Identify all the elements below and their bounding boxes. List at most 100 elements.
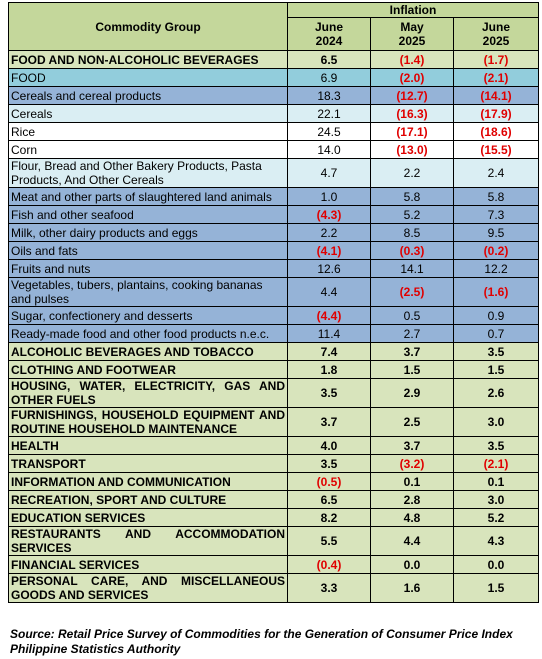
group-header: Commodity Group <box>8 2 288 51</box>
row-label: FURNISHINGS, HOUSEHOLD EQUIPMENT AND ROU… <box>8 407 288 437</box>
row-value: (12.7) <box>370 86 454 105</box>
table-row: ALCOHOLIC BEVERAGES AND TOBACCO 7.4 3.7 3.5 <box>8 342 540 361</box>
row-value: (3.2) <box>370 454 454 473</box>
row-value: 0.1 <box>370 472 454 491</box>
row-value: 7.4 <box>287 342 371 361</box>
source-line: Philippine Statistics Authority <box>10 642 181 656</box>
row-label: Fruits and nuts <box>8 259 288 278</box>
row-value: 0.0 <box>370 555 454 574</box>
row-label: Sugar, confectionery and desserts <box>8 306 288 325</box>
row-label: TRANSPORT <box>8 454 288 473</box>
table-row: RECREATION, SPORT AND CULTURE 6.5 2.8 3.0 <box>8 490 540 509</box>
table-row: HOUSING, WATER, ELECTRICITY, GAS AND OTH… <box>8 378 540 408</box>
row-value: 5.5 <box>287 526 371 556</box>
row-label: Oils and fats <box>8 241 288 260</box>
row-label: RESTAURANTS AND ACCOMMODATION SERVICES <box>8 526 288 556</box>
row-value: 11.4 <box>287 324 371 343</box>
row-value: 22.1 <box>287 104 371 123</box>
table-row: FINANCIAL SERVICES (0.4) 0.0 0.0 <box>8 555 540 574</box>
row-label: Flour, Bread and Other Bakery Products, … <box>8 158 288 188</box>
row-value: 3.5 <box>452 342 540 361</box>
row-label: HEALTH <box>8 436 288 455</box>
table-row: Fruits and nuts 12.6 14.1 12.2 <box>8 259 540 278</box>
row-value: 9.5 <box>452 223 540 242</box>
row-value: (4.1) <box>287 241 371 260</box>
row-label: Cereals and cereal products <box>8 86 288 105</box>
row-value: 4.8 <box>370 508 454 527</box>
row-value: 1.6 <box>370 573 454 603</box>
row-label: EDUCATION SERVICES <box>8 508 288 527</box>
table-row: EDUCATION SERVICES 8.2 4.8 5.2 <box>8 508 540 527</box>
row-label: Vegetables, tubers, plantains, cooking b… <box>8 277 288 307</box>
row-value: (0.2) <box>452 241 540 260</box>
table-row: Rice 24.5 (17.1) (18.6) <box>8 122 540 141</box>
row-value: 4.0 <box>287 436 371 455</box>
row-label: HOUSING, WATER, ELECTRICITY, GAS AND OTH… <box>8 378 288 408</box>
row-value: 2.6 <box>452 378 540 408</box>
row-value: 3.0 <box>452 490 540 509</box>
row-value: (1.7) <box>452 50 540 69</box>
table-row: Cereals 22.1 (16.3) (17.9) <box>8 104 540 123</box>
row-value: 2.2 <box>287 223 371 242</box>
row-value: 0.9 <box>452 306 540 325</box>
table-row: FOOD 6.9 (2.0) (2.1) <box>8 68 540 87</box>
row-value: 3.5 <box>287 454 371 473</box>
row-value: (0.3) <box>370 241 454 260</box>
row-value: 12.6 <box>287 259 371 278</box>
row-value: 8.2 <box>287 508 371 527</box>
row-value: 5.2 <box>370 205 454 224</box>
table-row: CLOTHING AND FOOTWEAR 1.8 1.5 1.5 <box>8 360 540 379</box>
row-label: RECREATION, SPORT AND CULTURE <box>8 490 288 509</box>
row-label: Meat and other parts of slaughtered land… <box>8 187 288 206</box>
row-value: 1.5 <box>452 360 540 379</box>
row-label: FOOD AND NON-ALCOHOLIC BEVERAGES <box>8 50 288 69</box>
row-value: (14.1) <box>452 86 540 105</box>
table-row: TRANSPORT 3.5 (3.2) (2.1) <box>8 454 540 473</box>
row-value: 6.5 <box>287 50 371 69</box>
table-row: Sugar, confectionery and desserts (4.4) 0.… <box>8 306 540 325</box>
column-month: June <box>482 20 511 34</box>
row-value: 0.0 <box>452 555 540 574</box>
table-row: FOOD AND NON-ALCOHOLIC BEVERAGES 6.5 (1.4)… <box>8 50 540 69</box>
table-row: RESTAURANTS AND ACCOMMODATION SERVICES 5.… <box>8 526 540 556</box>
column-month: May <box>400 20 424 34</box>
inflation-table: Commodity Group Inflation June 2024 May 202… <box>8 2 540 603</box>
row-value: 3.7 <box>370 342 454 361</box>
row-value: 1.5 <box>370 360 454 379</box>
row-value: 3.3 <box>287 573 371 603</box>
row-label: PERSONAL CARE, AND MISCELLANEOUS GOODS A… <box>8 573 288 603</box>
row-value: 0.7 <box>452 324 540 343</box>
row-value: 5.8 <box>370 187 454 206</box>
row-value: (2.5) <box>370 277 454 307</box>
row-label: INFORMATION AND COMMUNICATION <box>8 472 288 491</box>
row-value: 0.1 <box>452 472 540 491</box>
row-value: (2.1) <box>452 68 540 87</box>
column-year: 2025 <box>398 34 426 48</box>
row-value: 3.0 <box>452 407 540 437</box>
row-value: (15.5) <box>452 140 540 159</box>
row-label: FOOD <box>8 68 288 87</box>
row-value: (16.3) <box>370 104 454 123</box>
row-value: (1.6) <box>452 277 540 307</box>
row-value: 3.7 <box>370 436 454 455</box>
row-label: CLOTHING AND FOOTWEAR <box>8 360 288 379</box>
row-value: 2.4 <box>452 158 540 188</box>
table-row: FURNISHINGS, HOUSEHOLD EQUIPMENT AND ROU… <box>8 407 540 437</box>
row-value: 14.1 <box>370 259 454 278</box>
column-year: 2025 <box>482 34 510 48</box>
row-value: 6.5 <box>287 490 371 509</box>
row-value: 1.5 <box>452 573 540 603</box>
row-value: 18.3 <box>287 86 371 105</box>
row-value: 6.9 <box>287 68 371 87</box>
table-row: Vegetables, tubers, plantains, cooking b… <box>8 277 540 307</box>
row-value: (0.5) <box>287 472 371 491</box>
row-value: 2.8 <box>370 490 454 509</box>
row-value: 3.7 <box>287 407 371 437</box>
row-value: 2.5 <box>370 407 454 437</box>
row-label: Milk, other dairy products and eggs <box>8 223 288 242</box>
row-value: (0.4) <box>287 555 371 574</box>
source: Source: Retail Price Survey of Commoditi… <box>10 627 513 657</box>
row-value: 2.2 <box>370 158 454 188</box>
row-value: 4.3 <box>452 526 540 556</box>
row-value: 24.5 <box>287 122 371 141</box>
